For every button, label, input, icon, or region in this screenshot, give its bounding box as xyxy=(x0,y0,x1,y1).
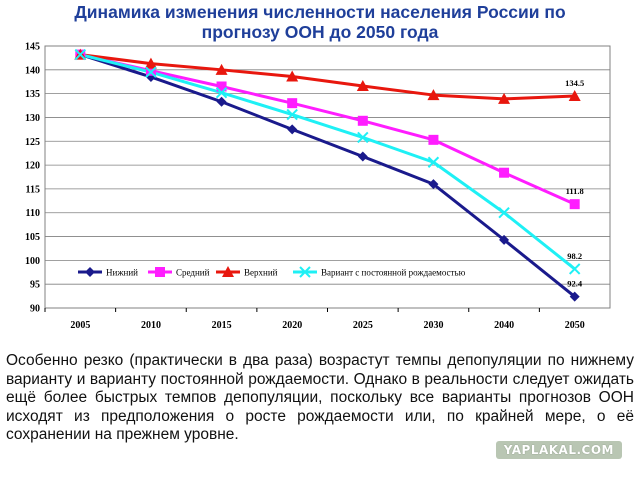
series-line-0 xyxy=(79,53,576,298)
y-tick-label: 145 xyxy=(25,42,40,53)
y-tick-label: 140 xyxy=(25,65,40,76)
x-tick-label: 2015 xyxy=(212,320,232,331)
y-tick-label: 100 xyxy=(25,256,40,267)
legend-marker xyxy=(155,267,165,277)
data-point xyxy=(144,57,157,69)
data-label: 92.4 xyxy=(567,279,583,289)
data-point xyxy=(499,234,510,245)
series-line-3 xyxy=(79,53,576,271)
data-label: 98.2 xyxy=(567,251,582,261)
data-point xyxy=(74,48,87,61)
y-tick-label: 120 xyxy=(25,161,40,172)
chart-title: Динамика изменения численности населения… xyxy=(30,2,610,42)
x-tick-label: 2040 xyxy=(494,320,514,331)
y-tick-label: 125 xyxy=(25,137,40,148)
data-point xyxy=(569,199,580,210)
data-point xyxy=(145,65,156,76)
series-line-2 xyxy=(80,53,575,101)
data-point xyxy=(287,124,298,135)
x-tick-label: 2005 xyxy=(70,320,90,331)
data-point xyxy=(498,92,511,104)
x-tick-label: 2050 xyxy=(565,320,585,331)
data-point xyxy=(499,167,510,178)
legend-label: Нижний xyxy=(106,268,138,278)
legend: Нижний Средний Верхний Вариант с постоянной… xyxy=(78,264,508,280)
data-point xyxy=(569,291,580,302)
legend-label: Вариант с постоянной рождаемостью xyxy=(321,268,466,278)
data-point xyxy=(286,70,299,82)
series-line-1 xyxy=(79,53,576,206)
data-point xyxy=(216,81,227,92)
y-tick-label: 115 xyxy=(26,184,40,195)
data-labels: 134.5 111.8 98.2 92.4 xyxy=(565,78,584,289)
x-tick-label: 2030 xyxy=(423,320,443,331)
data-label: 111.8 xyxy=(566,186,584,196)
y-tick-label: 110 xyxy=(26,208,40,219)
legend-marker xyxy=(222,266,234,277)
series xyxy=(74,48,581,302)
data-point xyxy=(357,151,368,162)
data-point xyxy=(215,63,228,75)
data-point xyxy=(427,156,440,168)
data-point xyxy=(216,96,227,107)
data-point xyxy=(427,89,440,101)
legend-marker xyxy=(85,267,95,277)
data-point xyxy=(568,263,581,275)
title-line-2: прогнозу ООН до 2050 года xyxy=(201,22,439,42)
legend-label: Средний xyxy=(176,268,210,278)
y-tick-label: 130 xyxy=(25,113,40,124)
data-point xyxy=(428,134,439,145)
data-point xyxy=(498,207,510,219)
data-point xyxy=(428,179,439,190)
data-point xyxy=(145,66,157,78)
legend-marker xyxy=(299,266,311,278)
x-tick-label: 2010 xyxy=(141,320,161,331)
y-tick-label: 105 xyxy=(25,232,40,243)
x-tick-label: 2020 xyxy=(282,320,302,331)
title-line-1: Динамика изменения численности населения… xyxy=(74,2,566,22)
population-line-chart: 90 95 100 105 110 115 120 125 130 135 140 145 2005 20… xyxy=(25,42,611,331)
y-tick-label: 135 xyxy=(25,89,40,100)
data-point xyxy=(215,86,228,99)
data-point xyxy=(357,115,368,126)
y-tick-label: 90 xyxy=(30,304,40,315)
legend-label: Верхний xyxy=(244,268,278,278)
data-label: 134.5 xyxy=(565,78,584,88)
watermark-logo: YAPLAKAL.COM xyxy=(495,441,622,459)
y-tick-label: 95 xyxy=(30,280,40,291)
x-tick-label: 2025 xyxy=(353,320,373,331)
data-point xyxy=(568,90,581,102)
data-point xyxy=(287,98,298,109)
axes: 90 95 100 105 110 115 120 125 130 135 140 145 2005 20… xyxy=(25,42,611,331)
data-point xyxy=(357,131,369,144)
data-point xyxy=(286,108,298,121)
data-point xyxy=(356,80,369,92)
description-paragraph: Особенно резко (практически в два раза) … xyxy=(6,352,634,444)
